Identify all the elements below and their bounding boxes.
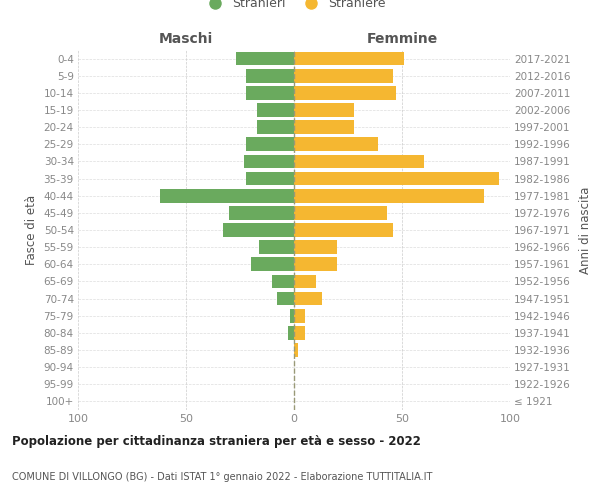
Text: Maschi: Maschi [159,32,213,46]
Bar [294,189,484,202]
Legend: Stranieri, Straniere: Stranieri, Straniere [197,0,391,15]
Bar [294,274,316,288]
Bar [294,120,355,134]
Bar [294,154,424,168]
Bar [244,154,294,168]
Bar [294,69,394,82]
Bar [287,326,294,340]
Bar [272,274,294,288]
Bar [294,103,355,117]
Bar [294,326,305,340]
Bar [259,240,294,254]
Bar [294,309,305,322]
Bar [247,86,294,100]
Bar [294,240,337,254]
Bar [247,138,294,151]
Bar [294,52,404,66]
Bar [294,223,394,237]
Bar [223,223,294,237]
Text: COMUNE DI VILLONGO (BG) - Dati ISTAT 1° gennaio 2022 - Elaborazione TUTTITALIA.I: COMUNE DI VILLONGO (BG) - Dati ISTAT 1° … [12,472,433,482]
Bar [229,206,294,220]
Bar [257,120,294,134]
Bar [277,292,294,306]
Bar [294,138,378,151]
Text: Popolazione per cittadinanza straniera per età e sesso - 2022: Popolazione per cittadinanza straniera p… [12,435,421,448]
Y-axis label: Fasce di età: Fasce di età [25,195,38,265]
Bar [236,52,294,66]
Bar [294,86,395,100]
Y-axis label: Anni di nascita: Anni di nascita [579,186,592,274]
Bar [294,206,387,220]
Bar [294,292,322,306]
Bar [247,172,294,185]
Bar [251,258,294,271]
Bar [257,103,294,117]
Bar [160,189,294,202]
Text: Femmine: Femmine [367,32,437,46]
Bar [294,258,337,271]
Bar [294,343,298,357]
Bar [290,309,294,322]
Bar [247,69,294,82]
Bar [294,172,499,185]
